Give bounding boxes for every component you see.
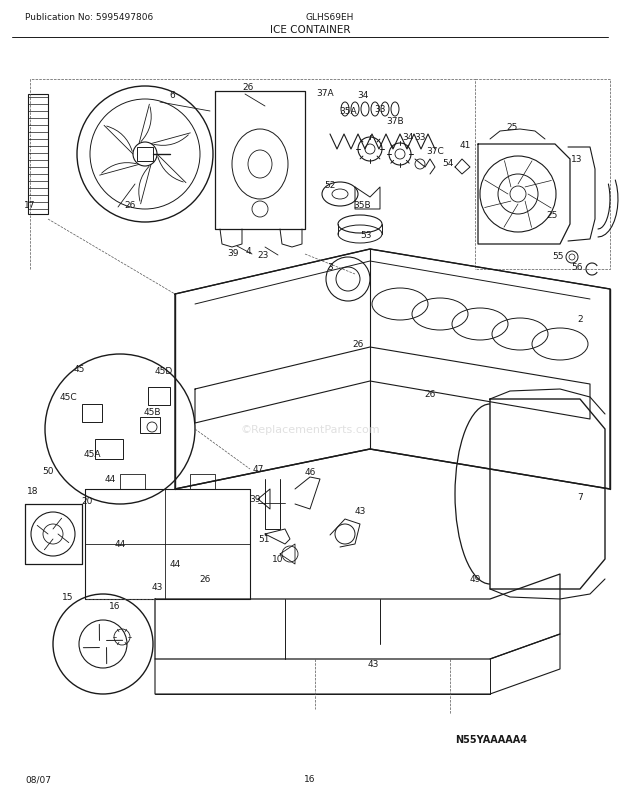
Text: 44: 44 xyxy=(104,475,115,484)
Text: 49: 49 xyxy=(469,575,481,584)
Text: 41: 41 xyxy=(459,140,471,149)
Text: 34: 34 xyxy=(357,91,369,100)
Text: 2: 2 xyxy=(577,315,583,324)
Text: 45: 45 xyxy=(73,365,85,374)
Text: 7: 7 xyxy=(577,493,583,502)
Text: 44: 44 xyxy=(169,560,180,569)
Text: 6: 6 xyxy=(169,91,175,99)
Bar xyxy=(148,387,170,406)
Text: 26: 26 xyxy=(125,200,136,209)
Text: 17: 17 xyxy=(24,200,36,209)
Text: 37A: 37A xyxy=(316,88,334,97)
Text: ©ReplacementParts.com: ©ReplacementParts.com xyxy=(240,424,380,435)
Text: 20: 20 xyxy=(81,497,92,506)
Text: 08/07: 08/07 xyxy=(25,775,51,784)
Text: 23: 23 xyxy=(257,251,268,260)
Text: 46: 46 xyxy=(304,468,316,477)
Text: 43: 43 xyxy=(151,583,162,592)
Text: GLHS69EH: GLHS69EH xyxy=(306,13,354,22)
Text: 54: 54 xyxy=(442,158,454,168)
Text: 16: 16 xyxy=(304,775,316,784)
Text: 45A: 45A xyxy=(83,450,100,459)
Text: 16: 16 xyxy=(109,602,121,611)
Text: 56: 56 xyxy=(571,263,583,272)
Text: 39: 39 xyxy=(228,248,239,257)
Text: 45D: 45D xyxy=(155,367,173,376)
Text: 25: 25 xyxy=(546,210,557,219)
Text: 26: 26 xyxy=(424,390,436,399)
Text: 47: 47 xyxy=(252,465,264,474)
Bar xyxy=(140,418,160,433)
Text: 26: 26 xyxy=(242,83,254,91)
Text: ICE CONTAINER: ICE CONTAINER xyxy=(270,25,350,35)
Text: 35A: 35A xyxy=(339,107,357,116)
Text: 55: 55 xyxy=(552,252,564,261)
Text: 43: 43 xyxy=(354,507,366,516)
Text: N55YAAAAA4: N55YAAAAA4 xyxy=(455,734,527,744)
Text: 52: 52 xyxy=(324,180,335,189)
Bar xyxy=(95,439,123,460)
Text: 45C: 45C xyxy=(59,393,77,402)
Text: 15: 15 xyxy=(62,593,74,602)
Text: 45B: 45B xyxy=(143,408,161,417)
Bar xyxy=(82,404,102,423)
Text: 10: 10 xyxy=(272,555,284,564)
Text: 33: 33 xyxy=(374,105,386,115)
Text: 51: 51 xyxy=(259,535,270,544)
Text: 26: 26 xyxy=(352,340,364,349)
Text: 37C: 37C xyxy=(426,148,444,156)
Text: 3: 3 xyxy=(327,263,333,272)
Text: 33: 33 xyxy=(414,132,426,141)
Text: 25: 25 xyxy=(507,123,518,132)
Text: 50: 50 xyxy=(42,467,54,476)
Bar xyxy=(137,148,153,162)
Text: 43: 43 xyxy=(367,660,379,669)
Text: 53: 53 xyxy=(360,230,372,239)
Bar xyxy=(28,95,48,215)
Text: 4: 4 xyxy=(245,247,251,256)
Text: 13: 13 xyxy=(571,156,583,164)
Text: 39: 39 xyxy=(249,495,261,504)
Text: 35B: 35B xyxy=(353,200,371,209)
Text: 26: 26 xyxy=(199,575,211,584)
Text: 34: 34 xyxy=(402,132,414,141)
Text: 18: 18 xyxy=(27,487,38,496)
Text: Publication No: 5995497806: Publication No: 5995497806 xyxy=(25,13,153,22)
Text: 37B: 37B xyxy=(386,117,404,127)
Text: 44: 44 xyxy=(114,540,126,549)
